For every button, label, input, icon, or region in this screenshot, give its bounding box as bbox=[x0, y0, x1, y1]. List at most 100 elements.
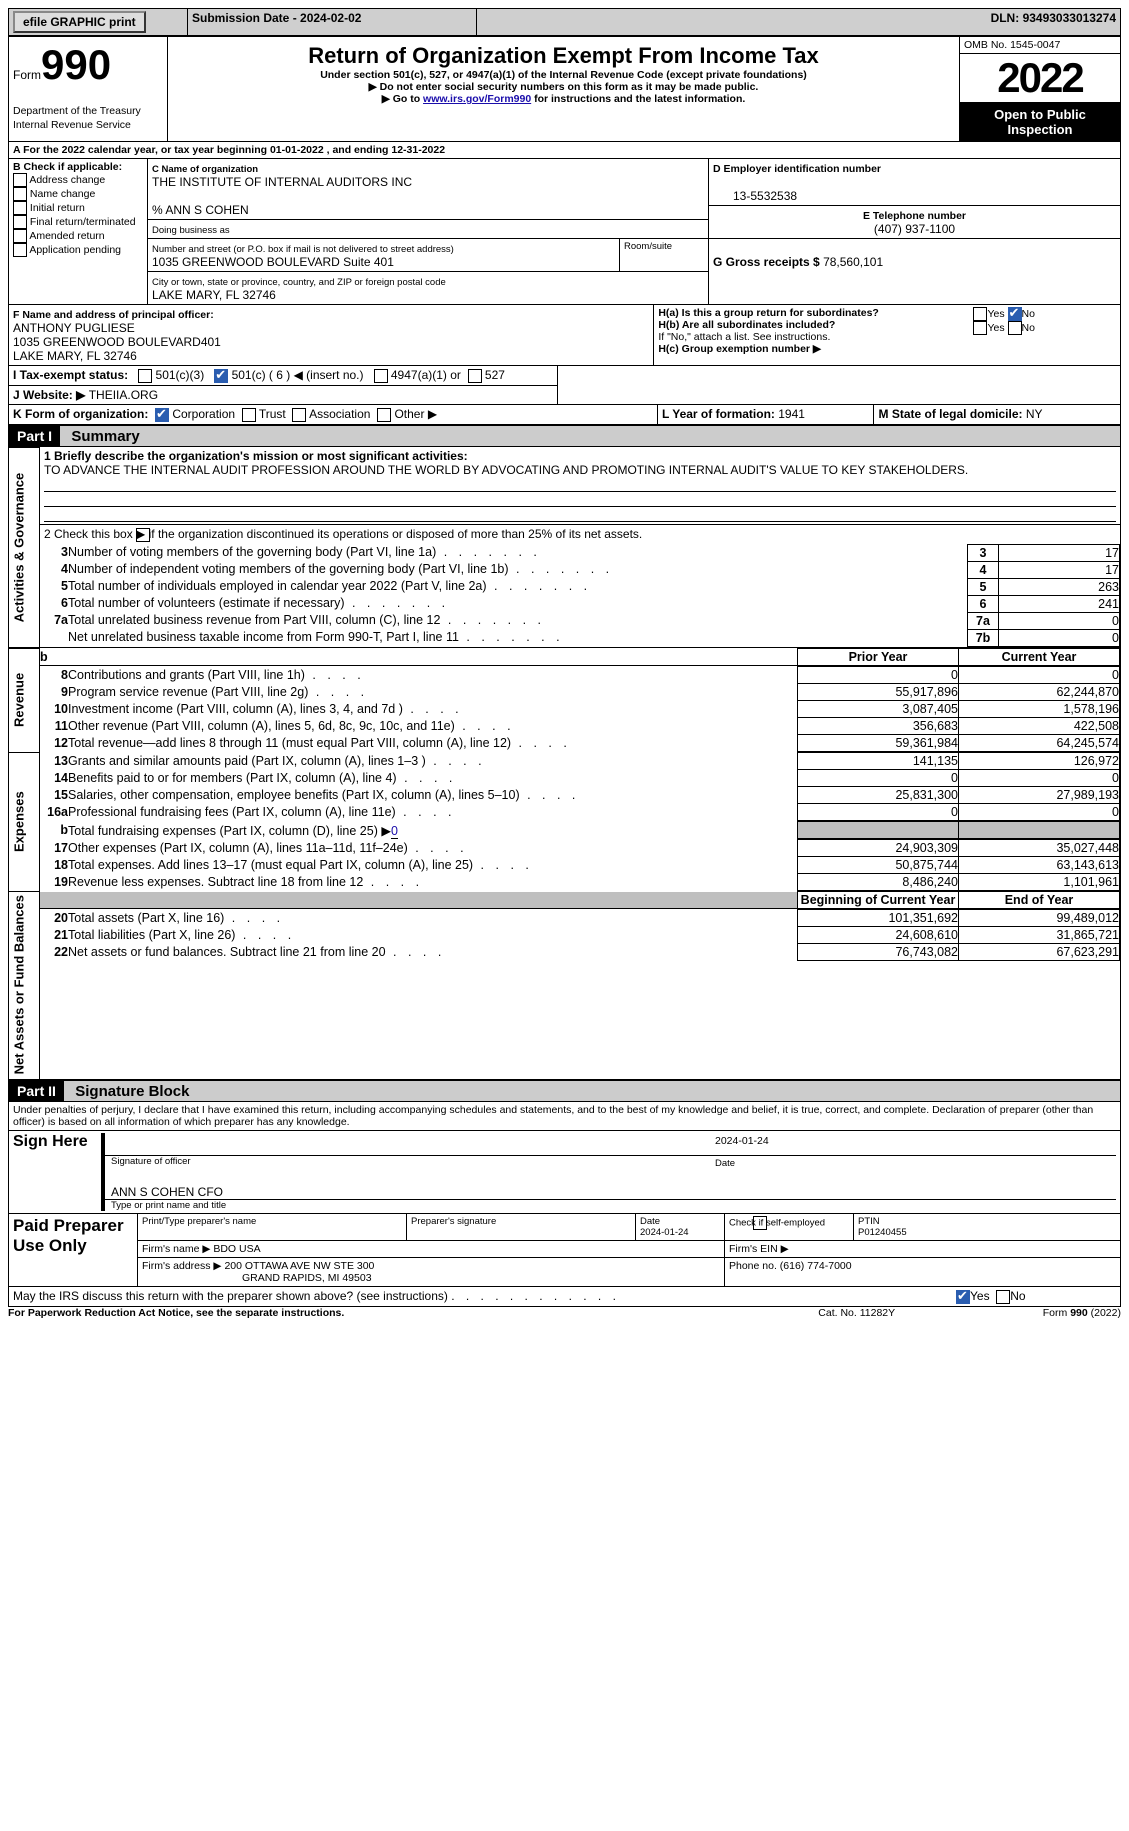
foot-center: Cat. No. 11282Y bbox=[770, 1307, 944, 1319]
top-bar: efile GRAPHIC print Submission Date - 20… bbox=[8, 8, 1121, 36]
chk-4947[interactable] bbox=[374, 369, 388, 383]
table-row: Net unrelated business taxable income fr… bbox=[40, 629, 1120, 646]
section-b: B Check if applicable: Address change Na… bbox=[9, 159, 148, 305]
f-lbl: F Name and address of principal officer: bbox=[13, 309, 214, 321]
k-lbl: K Form of organization: bbox=[13, 407, 148, 421]
sig-date: 2024-01-24 bbox=[711, 1133, 1116, 1156]
chk-527[interactable] bbox=[468, 369, 482, 383]
side-revenue: Revenue bbox=[9, 648, 40, 752]
part1-finance: Revenue b Prior Year Current Year 8Contr… bbox=[8, 648, 1121, 1080]
subm-date: 2024-02-02 bbox=[300, 11, 361, 25]
l16b-t: Total fundraising expenses (Part IX, col… bbox=[68, 824, 391, 838]
table-row: 18Total expenses. Add lines 13–17 (must … bbox=[40, 857, 1120, 874]
form-sub3b: for instructions and the latest informat… bbox=[531, 93, 745, 105]
org-name: THE INSTITUTE OF INTERNAL AUDITORS INC bbox=[152, 175, 412, 189]
year-end: 12-31-2022 bbox=[391, 144, 445, 156]
chk-501c3[interactable] bbox=[138, 369, 152, 383]
l2-text: 2 Check this box ▶ if the organization d… bbox=[44, 527, 642, 541]
hb-no[interactable] bbox=[1008, 321, 1022, 335]
chk-initial[interactable] bbox=[13, 201, 27, 215]
m-lbl: M State of legal domicile: bbox=[878, 407, 1025, 421]
may-yes-lbl: Yes bbox=[970, 1289, 990, 1303]
row-b: b bbox=[40, 649, 68, 666]
efile-print-btn[interactable]: efile GRAPHIC print bbox=[13, 11, 146, 33]
table-row: 13Grants and similar amounts paid (Part … bbox=[40, 753, 1120, 770]
l2: 2 Check this box ▶ if the organization d… bbox=[40, 525, 1120, 544]
l16b-n: b bbox=[40, 822, 68, 839]
chk-self-emp[interactable] bbox=[753, 1216, 767, 1230]
g-lbl: G Gross receipts $ bbox=[713, 255, 823, 269]
officer-addr1: 1035 GREENWOOD BOULEVARD401 bbox=[13, 335, 221, 349]
ein: 13-5532538 bbox=[713, 189, 797, 203]
firm-addr2: GRAND RAPIDS, MI 49503 bbox=[142, 1272, 372, 1284]
b-opt3: Initial return bbox=[30, 202, 85, 214]
table-row: 8Contributions and grants (Part VIII, li… bbox=[40, 667, 1120, 684]
i-o2b: ) ◀ (insert no.) bbox=[283, 368, 364, 382]
b-label: B Check if applicable: bbox=[13, 161, 122, 173]
firm-ein-lbl: Firm's EIN ▶ bbox=[725, 1241, 1121, 1258]
form-sub1: Under section 501(c), 527, or 4947(a)(1)… bbox=[174, 69, 953, 81]
firm-addr-lbl: Firm's address ▶ bbox=[142, 1260, 224, 1272]
chk-final[interactable] bbox=[13, 215, 27, 229]
chk-discontinued[interactable] bbox=[136, 528, 150, 542]
l-lbl: L Year of formation: bbox=[662, 407, 778, 421]
hb-yes[interactable] bbox=[973, 321, 987, 335]
sig-date-lbl: Date bbox=[711, 1156, 1116, 1172]
domicile: NY bbox=[1026, 407, 1043, 421]
chk-amended[interactable] bbox=[13, 229, 27, 243]
may-no-lbl: No bbox=[1010, 1289, 1025, 1303]
prep-date: 2024-01-24 bbox=[640, 1227, 689, 1238]
table-row: 9Program service revenue (Part VIII, lin… bbox=[40, 684, 1120, 701]
dept-label: Department of the Treasury bbox=[13, 105, 141, 117]
foot-right-pre: Form bbox=[1043, 1307, 1070, 1319]
ptin: P01240455 bbox=[858, 1227, 907, 1238]
firm-phone-lbl: Phone no. bbox=[729, 1260, 780, 1272]
chk-trust[interactable] bbox=[242, 408, 256, 422]
table-row: 21Total liabilities (Part X, line 26) . … bbox=[40, 927, 1120, 944]
part1-header: Part I Summary bbox=[8, 425, 1121, 447]
chk-pending[interactable] bbox=[13, 243, 27, 257]
irs-link[interactable]: www.irs.gov/Form990 bbox=[423, 93, 531, 105]
part2-label: Part II bbox=[9, 1081, 64, 1101]
ptin-lbl: PTIN bbox=[858, 1216, 880, 1227]
line-a: A For the 2022 calendar year, or tax yea… bbox=[8, 142, 1121, 159]
form-word: Form bbox=[13, 68, 41, 82]
table-row: 5Total number of individuals employed in… bbox=[40, 578, 1120, 595]
may-yes[interactable] bbox=[956, 1290, 970, 1304]
chk-address[interactable] bbox=[13, 173, 27, 187]
i-o1: 501(c)(3) bbox=[156, 368, 205, 382]
chk-corp[interactable] bbox=[155, 408, 169, 422]
table-row: 15Salaries, other compensation, employee… bbox=[40, 787, 1120, 804]
hdr-begin-year: Beginning of Current Year bbox=[798, 892, 959, 909]
b-opt1: Address change bbox=[29, 174, 105, 186]
i-lbl: I Tax-exempt status: bbox=[13, 368, 128, 382]
sign-here-block: Sign Here 2024-01-24 Signature of office… bbox=[8, 1131, 1121, 1214]
hb-lbl: H(b) Are all subordinates included? bbox=[658, 319, 835, 331]
chk-other[interactable] bbox=[377, 408, 391, 422]
year-begin: 01-01-2022 bbox=[270, 144, 324, 156]
ha-no[interactable] bbox=[1008, 307, 1022, 321]
officer-addr2: LAKE MARY, FL 32746 bbox=[13, 349, 137, 363]
no-lbl2: No bbox=[1022, 322, 1035, 334]
officer-sig-name: ANN S COHEN CFO bbox=[111, 1185, 223, 1199]
line-a-pre: A For the 2022 calendar year, or tax yea… bbox=[13, 144, 270, 156]
chk-501c[interactable] bbox=[214, 369, 228, 383]
prep-sig-lbl: Preparer's signature bbox=[407, 1214, 636, 1241]
street-lbl: Number and street (or P.O. box if mail i… bbox=[152, 244, 454, 255]
table-row: 22Net assets or fund balances. Subtract … bbox=[40, 944, 1120, 961]
dln-value: 93493033013274 bbox=[1023, 11, 1116, 25]
side-netassets: Net Assets or Fund Balances bbox=[9, 891, 40, 1079]
dba-lbl: Doing business as bbox=[152, 225, 230, 236]
line-a-mid: , and ending bbox=[324, 144, 392, 156]
firm-addr1: 200 OTTAWA AVE NW STE 300 bbox=[224, 1260, 374, 1272]
i-o4: 527 bbox=[485, 368, 505, 382]
firm-name-lbl: Firm's name ▶ bbox=[142, 1243, 213, 1255]
ha-yes[interactable] bbox=[973, 307, 987, 321]
chk-name[interactable] bbox=[13, 187, 27, 201]
may-no[interactable] bbox=[996, 1290, 1010, 1304]
paid-preparer-block: Paid Preparer Use Only Print/Type prepar… bbox=[8, 1214, 1121, 1287]
street: 1035 GREENWOOD BOULEVARD Suite 401 bbox=[152, 255, 394, 269]
chk-assoc[interactable] bbox=[292, 408, 306, 422]
table-row: 10Investment income (Part VIII, column (… bbox=[40, 701, 1120, 718]
city-lbl: City or town, state or province, country… bbox=[152, 277, 446, 288]
